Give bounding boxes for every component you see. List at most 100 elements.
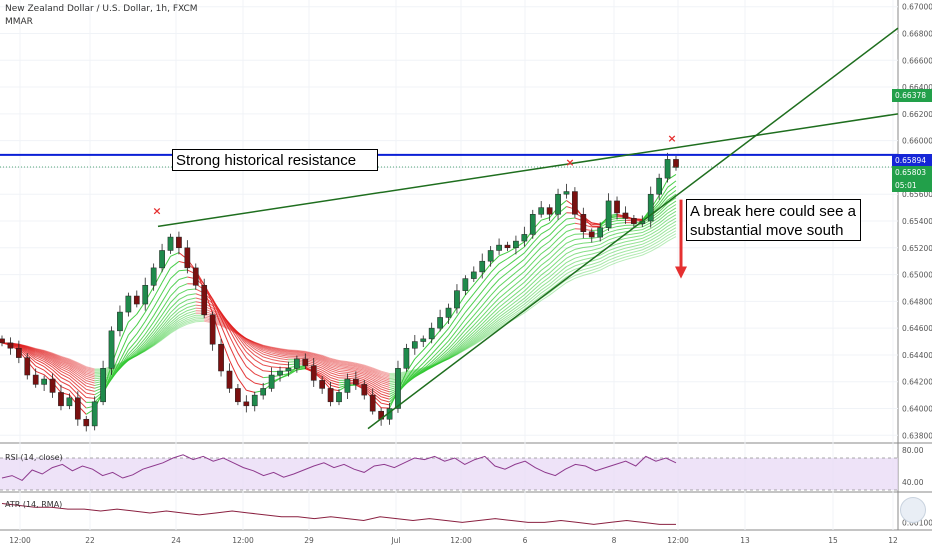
ma-ribbon-segment [557,242,567,252]
ma-ribbon-segment [591,266,601,271]
ma-ribbon-segment [313,357,323,361]
candle-body [538,207,545,215]
ma-ribbon-segment [667,233,677,239]
ma-ribbon-segment [246,344,256,353]
ma-ribbon-segment [52,356,62,362]
ma-ribbon-segment [212,303,222,326]
ma-ribbon-segment [330,370,340,374]
ma-ribbon-segment [355,367,365,371]
ma-ribbon-segment [566,261,576,268]
ma-ribbon-segment [406,374,416,384]
ma-ribbon-segment [515,290,525,299]
ma-ribbon-segment [43,357,53,364]
ma-ribbon-segment [574,238,584,240]
ma-ribbon-segment [305,355,314,360]
ma-ribbon-segment [448,345,458,355]
ma-ribbon-segment [456,347,466,355]
ma-ribbon-segment [338,362,348,365]
ma-ribbon-segment [465,338,475,346]
indicator-label: MMAR [5,17,33,27]
ma-ribbon-segment [540,240,550,248]
ma-ribbon-segment [161,295,171,310]
ma-ribbon-segment [161,307,171,321]
ma-ribbon-segment [490,323,500,331]
ma-ribbon-segment [364,375,373,381]
ma-ribbon-segment [658,192,668,205]
ma-ribbon-segment [271,347,281,350]
ma-ribbon-segment [456,311,466,325]
ma-ribbon-segment [170,311,180,321]
candle-body [521,234,528,242]
ma-ribbon-segment [43,350,53,355]
ma-ribbon-segment [52,362,62,370]
ma-ribbon-segment [271,358,281,362]
ma-ribbon-segment [591,223,601,226]
ma-ribbon-segment [490,297,500,308]
ma-ribbon-segment [279,351,289,355]
ma-ribbon-segment [667,217,677,224]
ma-ribbon-segment [481,311,492,321]
ma-ribbon-segment [338,361,348,364]
ma-ribbon-segment [549,260,559,270]
ma-ribbon-segment [330,364,340,369]
candle-body [428,327,435,340]
ma-ribbon-segment [439,345,449,355]
ma-ribbon-segment [263,353,272,358]
ma-ribbon-segment [288,350,297,352]
ma-ribbon-segment [128,313,138,323]
tradingview-logo-icon[interactable] [900,497,926,523]
ma-ribbon-segment [347,362,356,366]
ma-ribbon-segment [380,399,390,403]
candle-body [605,200,612,228]
ma-ribbon-segment [35,365,45,371]
ma-ribbon-segment [507,309,517,317]
ma-ribbon-segment [144,343,154,351]
ma-ribbon-segment [667,207,677,214]
ma-ribbon-segment [608,259,618,264]
upper-trendline [157,113,899,228]
ma-ribbon-segment [448,347,458,356]
resistance-annotation: Strong historical resistance [172,149,378,171]
ma-ribbon-segment [574,255,584,259]
ma-ribbon-segment [465,324,475,335]
ma-ribbon-segment [313,362,323,367]
ma-ribbon-segment [153,336,163,345]
ma-ribbon-segment [229,345,239,365]
ma-ribbon-segment [263,349,272,354]
ma-ribbon-segment [523,255,534,266]
ma-ribbon-segment [296,349,306,352]
ma-ribbon-segment [254,343,264,348]
ma-ribbon-segment [330,362,340,366]
candle-body [353,378,359,385]
ma-ribbon-segment [532,240,542,251]
ma-ribbon-segment [625,251,634,255]
ma-ribbon-segment [380,377,390,381]
ma-ribbon-segment [583,272,592,276]
ma-ribbon-segment [540,258,550,266]
ma-ribbon-segment [144,342,154,350]
ma-ribbon-segment [591,240,601,243]
ma-ribbon-segment [658,196,668,208]
ma-ribbon-segment [473,323,483,333]
ma-ribbon-segment [321,356,331,362]
ma-ribbon-segment [616,224,626,228]
ma-ribbon-segment [473,337,483,344]
ma-ribbon-segment [608,256,618,261]
ma-ribbon-segment [364,369,373,375]
ma-ribbon-segment [372,373,382,378]
ma-ribbon-segment [355,365,365,369]
ma-ribbon-segment [69,375,79,383]
ma-ribbon-segment [574,272,584,277]
ma-ribbon-segment [431,356,441,365]
ma-ribbon-segment [431,344,441,355]
ma-ribbon-segment [187,288,196,291]
ma-ribbon-segment [473,298,483,310]
ma-ribbon-segment [456,341,466,350]
ma-ribbon-segment [271,362,281,365]
ma-ribbon-segment [330,382,340,386]
ma-ribbon-segment [263,370,272,373]
ma-ribbon-segment [549,255,559,265]
ma-ribbon-segment [279,363,289,366]
ma-ribbon-segment [658,209,668,218]
ma-ribbon-segment [271,349,281,353]
